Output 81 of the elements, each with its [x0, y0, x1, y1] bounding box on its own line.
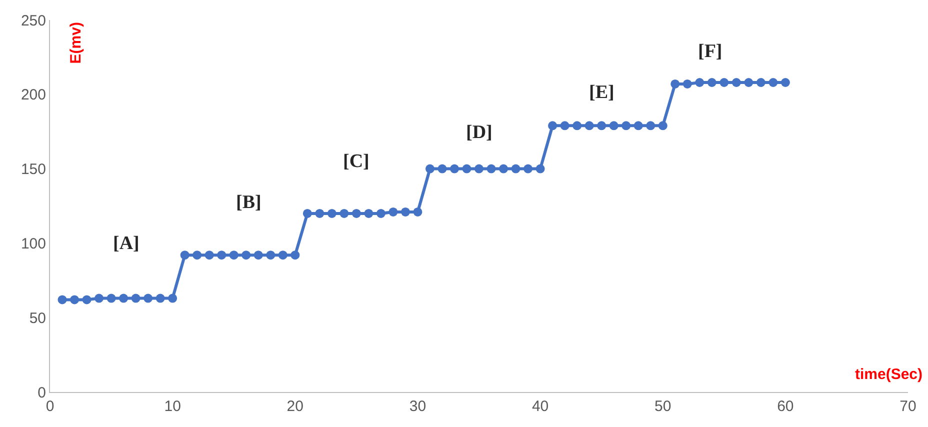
point: [584, 121, 594, 130]
point: [732, 78, 741, 87]
point: [695, 78, 704, 87]
point: [106, 294, 116, 303]
annotation: [B]: [236, 192, 262, 213]
point: [780, 78, 790, 87]
point: [119, 294, 128, 303]
point: [131, 294, 140, 303]
point: [82, 295, 92, 304]
point: [352, 208, 361, 218]
point: [768, 78, 778, 87]
y-tick-label: 0: [38, 384, 46, 402]
point: [462, 164, 472, 174]
point: [180, 250, 190, 260]
x-tick-label: 20: [286, 398, 304, 415]
annotation: [C]: [343, 151, 370, 172]
point: [94, 294, 104, 303]
point: [327, 208, 336, 218]
point: [560, 121, 570, 130]
y-tick-label: 50: [29, 310, 46, 327]
point: [707, 78, 716, 87]
point: [438, 164, 447, 174]
point: [70, 295, 80, 304]
point: [450, 164, 459, 174]
point: [572, 121, 582, 130]
x-tick-label: 50: [654, 398, 672, 415]
annotation: [A]: [113, 233, 140, 254]
x-tick-label: 10: [164, 398, 181, 415]
point: [597, 121, 606, 130]
point: [290, 250, 300, 260]
point: [646, 121, 656, 130]
point: [486, 164, 496, 174]
point: [364, 208, 374, 218]
point: [229, 250, 238, 260]
x-tick-label: 60: [777, 398, 794, 415]
point: [242, 250, 251, 260]
point: [168, 294, 178, 303]
annotation: [E]: [589, 82, 614, 103]
point: [658, 121, 668, 130]
point: [156, 294, 165, 303]
point: [302, 208, 312, 218]
point: [474, 164, 484, 174]
point: [254, 250, 263, 260]
point: [315, 208, 324, 218]
point: [609, 121, 618, 130]
point: [720, 78, 729, 87]
point: [388, 207, 398, 216]
point: [682, 79, 692, 88]
y-tick-label: 150: [20, 161, 46, 178]
point: [192, 250, 202, 260]
point: [144, 294, 153, 303]
y-tick-label: 100: [20, 235, 46, 252]
x-tick-label: 70: [900, 398, 916, 415]
point: [548, 121, 558, 130]
point: [217, 250, 226, 260]
annotation: [D]: [466, 122, 492, 143]
y-axis-title: E(mv): [68, 22, 85, 64]
annotation: [F]: [698, 41, 722, 62]
point: [756, 78, 766, 87]
point: [634, 121, 643, 130]
point: [670, 79, 680, 88]
x-axis-title: time(Sec): [855, 366, 923, 383]
y-tick-label: 200: [20, 86, 46, 104]
point: [536, 164, 545, 174]
point: [524, 164, 533, 174]
point: [413, 207, 422, 216]
point: [340, 208, 349, 218]
point: [376, 208, 386, 218]
point: [499, 164, 508, 174]
point: [425, 164, 434, 174]
point: [400, 207, 410, 216]
y-tick-label: 250: [20, 12, 46, 30]
point: [266, 250, 276, 260]
point: [511, 164, 520, 174]
point: [744, 78, 754, 87]
point: [622, 121, 631, 130]
point: [204, 250, 214, 260]
point: [278, 250, 288, 260]
x-tick-label: 40: [532, 398, 549, 415]
point: [58, 295, 67, 304]
x-tick-label: 30: [409, 398, 426, 415]
